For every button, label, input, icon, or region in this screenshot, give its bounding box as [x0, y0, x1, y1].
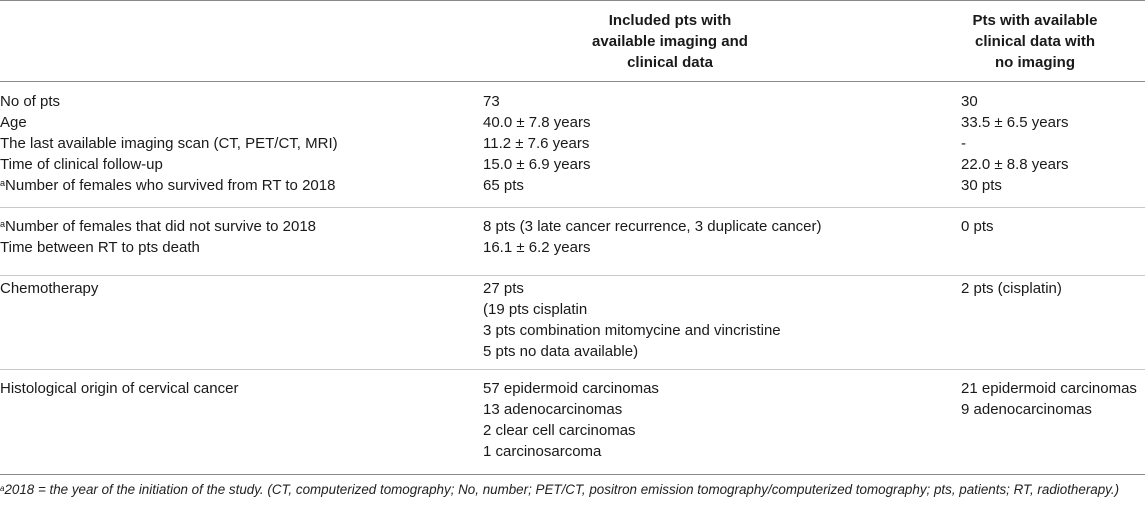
cell-included: 57 epidermoid carcinomas: [483, 380, 659, 397]
row-label-text: Age: [0, 114, 27, 131]
header-col-included: Included pts with available imaging and …: [592, 12, 748, 71]
cell-included: 16.1 ± 6.2 years: [483, 239, 591, 256]
row-label-text: The last available imaging scan (CT, PET…: [0, 135, 338, 152]
cell-included: 1 carcinosarcoma: [483, 443, 602, 460]
row-label-text: Time of clinical follow-up: [0, 156, 163, 173]
footnote-marker: a: [0, 219, 6, 229]
cell-included: 27 pts: [483, 280, 524, 297]
cell-included: 15.0 ± 6.9 years: [483, 156, 591, 173]
cell-no-imaging: 9 adenocarcinomas: [961, 401, 1092, 418]
cell-no-imaging: 30: [961, 93, 978, 110]
row-label-text: No of pts: [0, 93, 61, 110]
cell-included: 3 pts combination mitomycine and vincris…: [483, 322, 781, 339]
table-row: Histological origin of cervical cancer 57…: [0, 378, 1145, 399]
table-section: Histological origin of cervical cancer 57…: [0, 369, 1145, 475]
row-label-text: Number of females that did not survive t…: [5, 218, 317, 235]
cell-no-imaging: 22.0 ± 8.8 years: [961, 156, 1069, 173]
row-label: The last available imaging scan (CT, PET…: [0, 133, 338, 154]
row-label-text: Chemotherapy: [0, 280, 99, 297]
cell-included: 40.0 ± 7.8 years: [483, 114, 591, 131]
cell-included: 13 adenocarcinomas: [483, 401, 623, 418]
table-section: aNumber of females that did not survive …: [0, 207, 1145, 276]
table-row: 3 pts combination mitomycine and vincris…: [0, 320, 1145, 341]
row-label: Time between RT to pts death: [0, 237, 200, 258]
table-row: 2 clear cell carcinomas: [0, 420, 1145, 441]
table-row: aNumber of females that did not survive …: [0, 216, 1145, 237]
row-label: Histological origin of cervical cancer: [0, 378, 238, 399]
row-label: No of pts: [0, 91, 60, 112]
footnote-marker: a: [0, 178, 6, 188]
row-label: Chemotherapy: [0, 278, 98, 299]
cell-no-imaging: 33.5 ± 6.5 years: [961, 114, 1069, 131]
cell-included: 11.2 ± 7.6 years: [483, 135, 590, 152]
footnote-text: 2018 = the year of the initiation of the…: [4, 482, 1120, 497]
table-footnote: a2018 = the year of the initiation of th…: [0, 480, 1140, 500]
table-row: 5 pts no data available): [0, 341, 1145, 362]
table-row: The last available imaging scan (CT, PET…: [0, 133, 1145, 154]
table-row: aNumber of females who survived from RT …: [0, 175, 1145, 196]
cell-included: 65 pts: [483, 177, 524, 194]
table-row: 1 carcinosarcoma: [0, 441, 1145, 462]
table-row: (19 pts cisplatin: [0, 299, 1145, 320]
footnote-marker: a: [0, 484, 5, 493]
row-label-text: Time between RT to pts death: [0, 239, 200, 256]
cell-no-imaging: 2 pts (cisplatin): [961, 280, 1062, 297]
table-row: Time between RT to pts death 16.1 ± 6.2 y…: [0, 237, 1145, 258]
row-label: aNumber of females who survived from RT …: [0, 175, 335, 196]
cell-no-imaging: 30 pts: [961, 177, 1002, 194]
table-row: No of pts 73 30: [0, 91, 1145, 112]
cell-no-imaging: -: [961, 135, 966, 152]
row-label: Time of clinical follow-up: [0, 154, 163, 175]
cell-included: 5 pts no data available): [483, 343, 639, 360]
table-row: 13 adenocarcinomas 9 adenocarcinomas: [0, 399, 1145, 420]
table-section: No of pts 73 30 Age 40.0 ± 7.8 years 33.5 ± 6…: [0, 82, 1145, 208]
row-label-text: Histological origin of cervical cancer: [0, 380, 239, 397]
header-col-no-imaging: Pts with available clinical data with no…: [972, 12, 1098, 71]
table-header: Included pts with available imaging and …: [0, 0, 1145, 82]
cell-no-imaging: 0 pts: [961, 218, 994, 235]
table-row: Age 40.0 ± 7.8 years 33.5 ± 6.5 years: [0, 112, 1145, 133]
cell-included: 8 pts (3 late cancer recurrence, 3 dupli…: [483, 218, 822, 235]
table-row: Chemotherapy 27 pts 2 pts (cisplatin): [0, 278, 1145, 299]
cell-included: (19 pts cisplatin: [483, 301, 588, 318]
row-label: aNumber of females that did not survive …: [0, 216, 316, 237]
cell-no-imaging: 21 epidermoid carcinomas: [961, 380, 1137, 397]
row-label-text: Number of females who survived from RT t…: [5, 177, 336, 194]
cell-included: 73: [483, 93, 500, 110]
table-row: Time of clinical follow-up 15.0 ± 6.9 yea…: [0, 154, 1145, 175]
cell-included: 2 clear cell carcinomas: [483, 422, 636, 439]
table-section: Chemotherapy 27 pts 2 pts (cisplatin) (19 p…: [0, 269, 1145, 370]
row-label: Age: [0, 112, 27, 133]
